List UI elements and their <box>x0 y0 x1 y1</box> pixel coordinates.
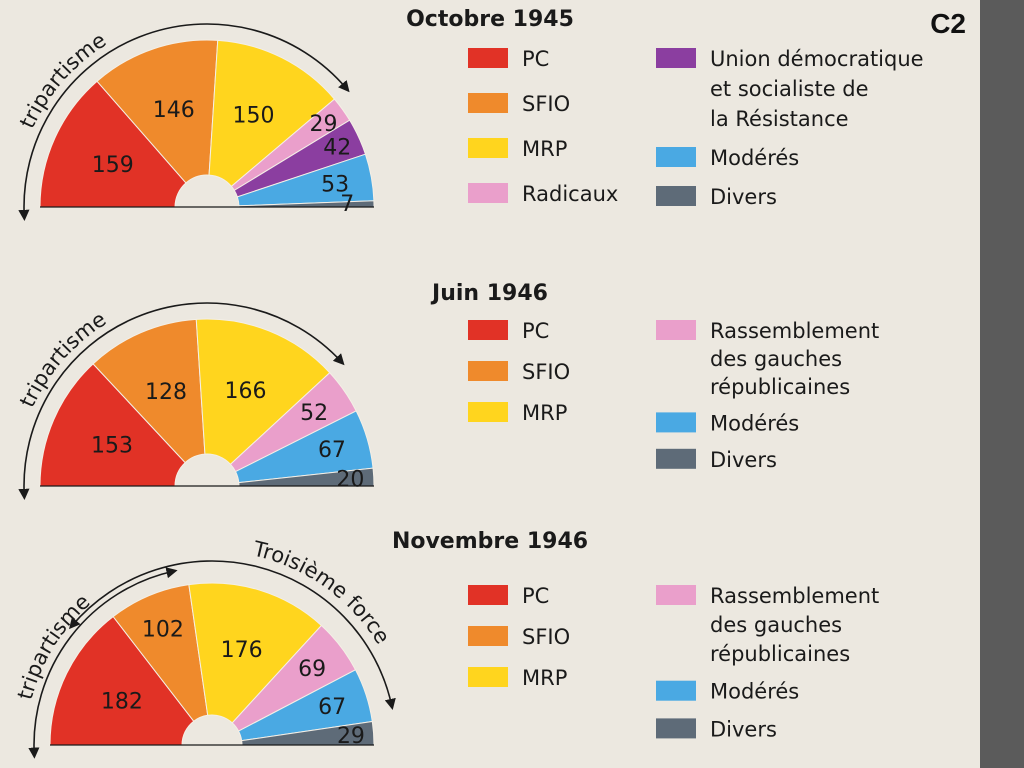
legend-swatch-pc <box>468 48 508 68</box>
legend-label: Rassemblement <box>710 319 879 343</box>
legend-swatch-sfio <box>468 361 508 381</box>
legend-label: la Résistance <box>710 107 849 131</box>
legend-label: des gauches <box>710 613 842 637</box>
tripartisme-arrow <box>18 302 345 501</box>
legend-swatch-pc <box>468 320 508 340</box>
slice-value-label: 166 <box>224 379 266 404</box>
chart-title: Juin 1946 <box>430 281 548 306</box>
legend-label: républicaines <box>710 375 850 399</box>
legend-label: Rassemblement <box>710 584 879 608</box>
legend-label: et socialiste de <box>710 77 869 101</box>
legend-swatch-radicaux <box>656 320 696 340</box>
legend-swatch-modérés <box>656 412 696 433</box>
legend-swatch-divers <box>656 718 696 739</box>
slice-value-label: 69 <box>298 657 326 682</box>
slice-value-label: 159 <box>92 153 134 178</box>
chart-title: Octobre 1945 <box>406 7 574 32</box>
troisieme-force-arrow <box>69 560 396 711</box>
page: Octobre 1945 159 146 150 29 42 53 7 tripartisme P… <box>0 0 980 768</box>
legend-label: Modérés <box>710 680 799 704</box>
right-margin <box>980 0 1024 768</box>
legend-label: Modérés <box>710 146 799 170</box>
slice-value-label: 20 <box>336 467 364 492</box>
legend-swatch-modérés <box>656 680 696 701</box>
legend-label: Union démocratique <box>710 47 924 71</box>
slice-value-label: 42 <box>323 136 351 161</box>
legend-label: SFIO <box>522 625 570 649</box>
chart-title: Novembre 1946 <box>392 529 588 554</box>
legend-label: PC <box>522 47 549 71</box>
legend-label: Divers <box>710 185 777 209</box>
legend-swatch-mrp <box>468 138 508 158</box>
slice-value-label: 146 <box>153 98 195 123</box>
slice-value-label: 52 <box>300 401 328 426</box>
slice-value-label: 182 <box>101 690 143 715</box>
legend-label: PC <box>522 319 549 343</box>
page-label: C2 <box>930 8 966 39</box>
legend-label: Divers <box>710 448 777 472</box>
legend-swatch-pc <box>468 585 508 605</box>
legend-swatch-mrp <box>468 402 508 422</box>
slice-value-label: 67 <box>318 438 346 463</box>
legend-swatch-radicaux <box>656 585 696 605</box>
legend-label: MRP <box>522 401 567 425</box>
legend-swatch-divers <box>656 448 696 469</box>
legend-swatch-mrp <box>468 667 508 687</box>
legend-label: des gauches <box>710 347 842 371</box>
legend-label: Divers <box>710 717 777 741</box>
slice-value-label: 67 <box>318 695 346 720</box>
legend-label: MRP <box>522 137 567 161</box>
legend-swatch-radicaux <box>468 183 508 203</box>
tripartisme-arrow <box>18 23 350 222</box>
legend-label: SFIO <box>522 92 570 116</box>
legend-label: SFIO <box>522 360 570 384</box>
legend-swatch-udsr <box>656 48 696 68</box>
legend-swatch-divers <box>656 186 696 206</box>
legend-label: MRP <box>522 666 567 690</box>
legend-label: républicaines <box>710 642 850 666</box>
legend-label: Modérés <box>710 411 799 435</box>
legend-swatch-sfio <box>468 93 508 113</box>
legend-label: Radicaux <box>522 182 618 206</box>
slice-value-label: 102 <box>142 618 184 643</box>
slice-value-label: 7 <box>340 192 354 217</box>
legend-label: PC <box>522 584 549 608</box>
hemicycle-3: Novembre 1946182102176696729tripartismeT… <box>13 529 879 759</box>
legend-swatch-modérés <box>656 147 696 167</box>
slice-value-label: 153 <box>91 434 133 459</box>
legend-swatch-sfio <box>468 626 508 646</box>
slice-value-label: 150 <box>233 104 275 129</box>
slice-value-label: 128 <box>145 380 187 405</box>
slice-value-label: 176 <box>221 638 263 663</box>
